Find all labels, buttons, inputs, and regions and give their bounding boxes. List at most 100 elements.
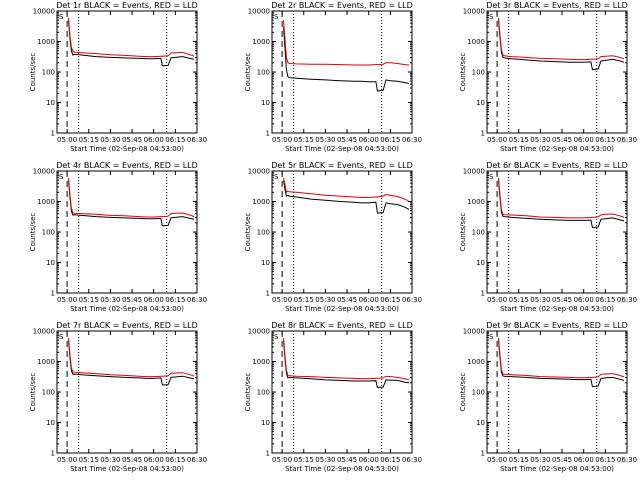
y-tick-label: 10 [46,99,55,107]
x-tick-label: 06:15 [595,136,615,144]
x-axis-label: Start Time (02-Sep-08 04:53:00) [70,145,184,153]
plot-frame [56,330,198,454]
x-tick-label: 05:15 [509,456,529,464]
x-tick-label: 06:30 [187,136,207,144]
x-axis-label: Start Time (02-Sep-08 04:53:00) [500,305,614,313]
x-tick-label: 06:30 [187,296,207,304]
x-tick-label: 05:45 [552,456,572,464]
panel-title: Det 6r BLACK = Events, RED = LLD [486,161,628,170]
y-tick-label: 10 [476,99,485,107]
y-tick-label: 100 [42,69,55,77]
x-tick-label: 05:45 [337,296,357,304]
x-tick-label: 06:30 [402,296,422,304]
lld-series-line [498,177,625,219]
corner-marker: S [59,333,64,341]
lld-series-line [498,337,625,379]
plot-frame [486,330,628,454]
y-axis-label: Counts/sec [29,373,37,412]
panel-title: Det 2r BLACK = Events, RED = LLD [271,1,413,10]
y-axis-label: Counts/sec [29,53,37,92]
detector-panel: Det 4r BLACK = Events, RED = LLD S 1 10 100 1… [29,161,207,313]
y-tick-label: 10 [46,419,55,427]
x-tick-label: 05:00 [272,456,292,464]
events-series-line [283,26,410,92]
x-tick-label: 05:15 [509,296,529,304]
x-tick-label: 05:15 [79,136,99,144]
events-series-line [498,180,625,229]
detector-panel: Det 5r BLACK = Events, RED = LLD S 1 10 100 1… [244,161,422,313]
y-tick-label: 1 [481,130,485,138]
corner-marker: S [59,173,64,181]
events-series-line [498,340,625,388]
detector-panel: Det 9r BLACK = Events, RED = LLD S 1 10 100 1… [459,321,637,473]
y-tick-label: 1000 [467,198,485,206]
y-tick-label: 1000 [37,38,55,46]
corner-marker: S [59,13,64,21]
lld-series-line [283,177,410,202]
x-tick-label: 05:45 [122,296,142,304]
y-tick-label: 100 [42,389,55,397]
x-tick-label: 06:15 [165,296,185,304]
x-tick-label: 05:00 [57,136,77,144]
plot-frame [486,10,628,134]
y-tick-label: 100 [257,69,270,77]
x-tick-label: 05:30 [100,296,120,304]
panel-title: Det 7r BLACK = Events, RED = LLD [56,321,198,330]
lld-series-line [68,337,195,378]
x-tick-label: 05:15 [294,136,314,144]
panel-title: Det 4r BLACK = Events, RED = LLD [56,161,198,170]
y-axis-label: Counts/sec [29,213,37,252]
x-tick-label: 05:00 [487,456,507,464]
y-axis-label: Counts/sec [459,213,467,252]
y-tick-label: 1 [51,290,55,298]
detector-panel: Det 1r BLACK = Events, RED = LLD S 1 10 100 1… [29,1,207,153]
x-tick-label: 05:30 [530,296,550,304]
detector-panel: Det 3r BLACK = Events, RED = LLD S 1 10 100 1… [459,1,637,153]
x-tick-label: 05:15 [79,456,99,464]
x-tick-label: 05:15 [509,136,529,144]
events-series-line [498,20,625,71]
x-tick-label: 06:30 [617,296,637,304]
y-tick-label: 1000 [252,198,270,206]
plot-frame [56,170,198,294]
corner-marker: S [274,333,279,341]
y-tick-label: 10 [261,259,270,267]
plot-frame [56,10,198,134]
panel-title: Det 9r BLACK = Events, RED = LLD [486,321,628,330]
x-tick-label: 06:15 [380,136,400,144]
y-tick-label: 1000 [37,358,55,366]
y-tick-label: 10 [476,419,485,427]
x-tick-label: 05:30 [315,456,335,464]
lld-series-line [283,337,410,381]
x-tick-label: 06:15 [165,456,185,464]
y-tick-label: 1 [51,450,55,458]
x-axis-label: Start Time (02-Sep-08 04:53:00) [285,305,399,313]
y-tick-label: 10000 [33,8,55,16]
x-axis-label: Start Time (02-Sep-08 04:53:00) [70,465,184,473]
y-tick-label: 1000 [37,198,55,206]
x-tick-label: 05:45 [122,456,142,464]
x-axis-label: Start Time (02-Sep-08 04:53:00) [70,305,184,313]
y-tick-label: 10000 [248,8,270,16]
y-tick-label: 10000 [248,328,270,336]
x-tick-label: 05:00 [487,136,507,144]
events-series-line [283,180,410,214]
x-tick-label: 06:15 [595,456,615,464]
corner-marker: S [274,173,279,181]
x-tick-label: 06:15 [380,296,400,304]
y-tick-label: 10 [46,259,55,267]
y-tick-label: 1 [266,130,270,138]
y-tick-label: 1 [266,450,270,458]
y-tick-label: 1 [481,290,485,298]
x-tick-label: 05:45 [337,456,357,464]
x-tick-label: 06:30 [402,456,422,464]
x-axis-label: Start Time (02-Sep-08 04:53:00) [285,145,399,153]
y-tick-label: 10 [261,99,270,107]
panel-title: Det 8r BLACK = Events, RED = LLD [271,321,413,330]
y-tick-label: 1 [51,130,55,138]
plot-frame [271,10,413,134]
y-axis-label: Counts/sec [244,213,252,252]
x-tick-label: 06:00 [144,136,164,144]
x-tick-label: 05:15 [294,296,314,304]
